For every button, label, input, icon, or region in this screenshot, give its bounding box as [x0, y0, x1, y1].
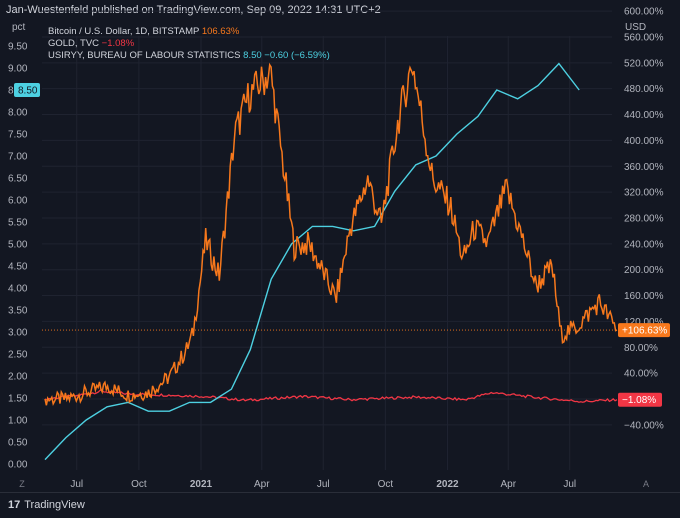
left-axis-tick-label: 9.00 [8, 64, 28, 75]
x-axis-tick-label: Jul [563, 479, 576, 490]
z-corner-label: Z [19, 479, 25, 489]
right-axis-tick-label: 40.00% [624, 369, 658, 380]
left-axis-tick-label: 4.00 [8, 284, 28, 295]
legend-inflation-name: USIRYY, BUREAU OF LABOUR STATISTICS [48, 50, 241, 61]
right-axis-tick-label: 600.00% [624, 7, 664, 18]
left-axis-tick-label: 1.00 [8, 416, 28, 427]
legend-btc-value: 106.63% [201, 26, 240, 37]
left-axis-tick-label: 0.50 [8, 438, 28, 449]
left-axis-tick-label: 9.50 [8, 42, 28, 53]
left-axis-tick-label: 5.50 [8, 218, 28, 229]
inflation-series-line [44, 62, 580, 461]
left-axis-tick-label: 8.00 [8, 108, 28, 119]
x-axis-tick-label: 2021 [190, 479, 213, 490]
tradingview-logo[interactable]: 17 TradingView [8, 499, 85, 511]
left-axis-tick-label: 2.00 [8, 372, 28, 383]
gold-value-badge: −1.08% [622, 395, 656, 406]
right-axis-tick-label: 360.00% [624, 162, 664, 173]
x-axis-tick-label: Apr [254, 479, 270, 490]
publisher-header: Jan-Wuestenfeld published on TradingView… [6, 4, 381, 16]
legend: Bitcoin / U.S. Dollar, 1D, BITSTAMP 106.… [48, 26, 330, 62]
right-axis-tick-label: 320.00% [624, 188, 664, 199]
x-axis-tick-label: 2022 [436, 479, 459, 490]
btc-series-line [44, 62, 618, 406]
legend-gold[interactable]: GOLD, TVC −1.08% [48, 38, 330, 50]
a-corner-label: A [643, 479, 649, 489]
right-axis-tick-label: 400.00% [624, 136, 664, 147]
left-axis-tick-label: 2.50 [8, 350, 28, 361]
right-axis-tick-label: 200.00% [624, 265, 664, 276]
right-axis-tick-label: −40.00% [624, 420, 664, 431]
legend-inflation-value: 8.50 [243, 50, 262, 61]
right-axis-tick-label: 440.00% [624, 110, 664, 121]
grid-lines [42, 10, 612, 470]
inflation-value-badge: 8.50 [18, 86, 38, 97]
x-axis-tick-label: Apr [500, 479, 516, 490]
left-axis-tick-label: 5.00 [8, 240, 28, 251]
right-axis-tick-label: 480.00% [624, 84, 664, 95]
tradingview-logo-icon: 17 [8, 499, 21, 511]
x-axis-tick-label: Oct [378, 479, 394, 490]
left-axis-tick-label: 3.00 [8, 328, 28, 339]
x-axis-tick-label: Oct [131, 479, 147, 490]
tradingview-brand: TradingView [24, 499, 85, 511]
x-axis-tick-label: Jul [317, 479, 330, 490]
value-badges: 8.50 +106.63% −1.08% [14, 83, 670, 407]
legend-btc[interactable]: Bitcoin / U.S. Dollar, 1D, BITSTAMP 106.… [48, 26, 330, 38]
btc-value-badge: +106.63% [622, 326, 667, 337]
x-axis-ticks: Jul Oct 2021 Apr Jul Oct 2022 Apr Jul Z A [19, 479, 649, 490]
btc-value-badge-bg [618, 323, 670, 338]
right-axis-tick-label: 560.00% [624, 32, 664, 43]
legend-inflation-change: −0.60 (−6.59%) [264, 50, 330, 61]
legend-inflation[interactable]: USIRYY, BUREAU OF LABOUR STATISTICS 8.50… [48, 50, 330, 62]
legend-gold-name: GOLD, TVC [48, 38, 100, 49]
left-axis-tick-label: 3.50 [8, 306, 28, 317]
left-axis-tick-label: 7.50 [8, 130, 28, 141]
legend-btc-name: Bitcoin / U.S. Dollar, 1D, BITSTAMP [48, 26, 200, 37]
left-axis-tick-label: 1.50 [8, 394, 28, 405]
right-axis-tick-label: 120.00% [624, 317, 664, 328]
left-axis-tick-label: 6.00 [8, 196, 28, 207]
x-axis-tick-label: Jul [70, 479, 83, 490]
right-axis-tick-label: 520.00% [624, 58, 664, 69]
right-axis-tick-label: 80.00% [624, 343, 658, 354]
left-axis-tick-label: 6.50 [8, 174, 28, 185]
left-axis-tick-label: 0.00 [8, 460, 28, 471]
inflation-value-badge-bg [14, 83, 40, 97]
right-axis-unit: USD [625, 22, 647, 33]
right-axis-tick-label: 240.00% [624, 239, 664, 250]
right-axis-tick-label: 160.00% [624, 291, 664, 302]
footer-bar: 17 TradingView [0, 492, 680, 518]
left-axis-tick-label: 4.50 [8, 262, 28, 273]
right-axis-tick-label: 280.00% [624, 213, 664, 224]
legend-gold-value: −1.08% [101, 38, 135, 49]
right-axis-ticks: −40.00%0.00%40.00%80.00%120.00%160.00%20… [624, 7, 664, 432]
gold-value-badge-bg [618, 392, 662, 407]
left-axis-ticks: 0.00 0.50 1.00 1.50 2.00 2.50 3.00 3.50 4.00 4.50… [8, 42, 28, 471]
left-axis-tick-label: 7.00 [8, 152, 28, 163]
left-axis-unit: pct [12, 22, 26, 33]
